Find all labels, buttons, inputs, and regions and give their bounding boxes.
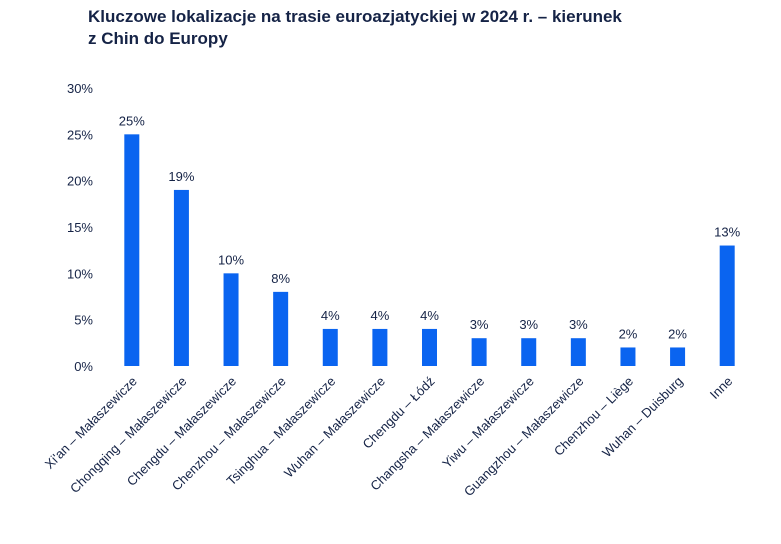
- bar: [670, 347, 686, 366]
- data-label: 3%: [569, 317, 588, 332]
- bar: [372, 328, 388, 366]
- data-label: 4%: [420, 308, 439, 323]
- x-tick-label: Yiwu – Małaszewicze: [439, 374, 537, 472]
- data-label: 2%: [619, 326, 638, 341]
- bar: [273, 291, 289, 366]
- y-tick-label: 10%: [67, 266, 93, 281]
- x-tick-label: Xi'an – Małaszewicze: [42, 374, 140, 472]
- data-label: 10%: [218, 252, 244, 267]
- data-label: 4%: [321, 308, 340, 323]
- y-tick-label: 15%: [67, 220, 93, 235]
- data-label: 3%: [470, 317, 489, 332]
- chart-title-line1: Kluczowe lokalizacje na trasie euroazjat…: [88, 7, 622, 26]
- bar: [620, 347, 636, 366]
- data-label: 4%: [370, 308, 389, 323]
- data-label: 25%: [119, 113, 145, 128]
- y-tick-label: 20%: [67, 174, 93, 189]
- x-tick-label: Inne: [707, 374, 736, 403]
- bar: [719, 245, 735, 366]
- bar: [471, 338, 487, 366]
- data-label: 8%: [271, 271, 290, 286]
- data-label: 2%: [668, 326, 687, 341]
- y-tick-label: 5%: [74, 313, 93, 328]
- chart-title-line2: z Chin do Europy: [88, 29, 228, 48]
- data-label: 13%: [714, 225, 740, 240]
- y-tick-label: 0%: [74, 359, 93, 374]
- y-tick-label: 30%: [67, 81, 93, 96]
- chart-title: Kluczowe lokalizacje na trasie euroazjat…: [88, 6, 728, 50]
- x-tick-label: Wuhan – Małaszewicze: [281, 374, 388, 481]
- bar: [173, 189, 189, 366]
- y-axis: 0% 5% 10% 15% 20% 25% 30%: [67, 81, 93, 374]
- bar: [124, 134, 140, 366]
- bar: [223, 273, 239, 366]
- data-label: 19%: [168, 169, 194, 184]
- bars: [124, 134, 735, 366]
- data-label: 3%: [519, 317, 538, 332]
- y-tick-label: 25%: [67, 127, 93, 142]
- bar: [322, 328, 338, 366]
- bar: [570, 338, 586, 366]
- data-labels: 25% 19% 10% 8% 4% 4% 4% 3% 3% 3% 2% 2% 13%: [119, 113, 741, 341]
- bar: [422, 328, 437, 366]
- bar: [521, 338, 537, 366]
